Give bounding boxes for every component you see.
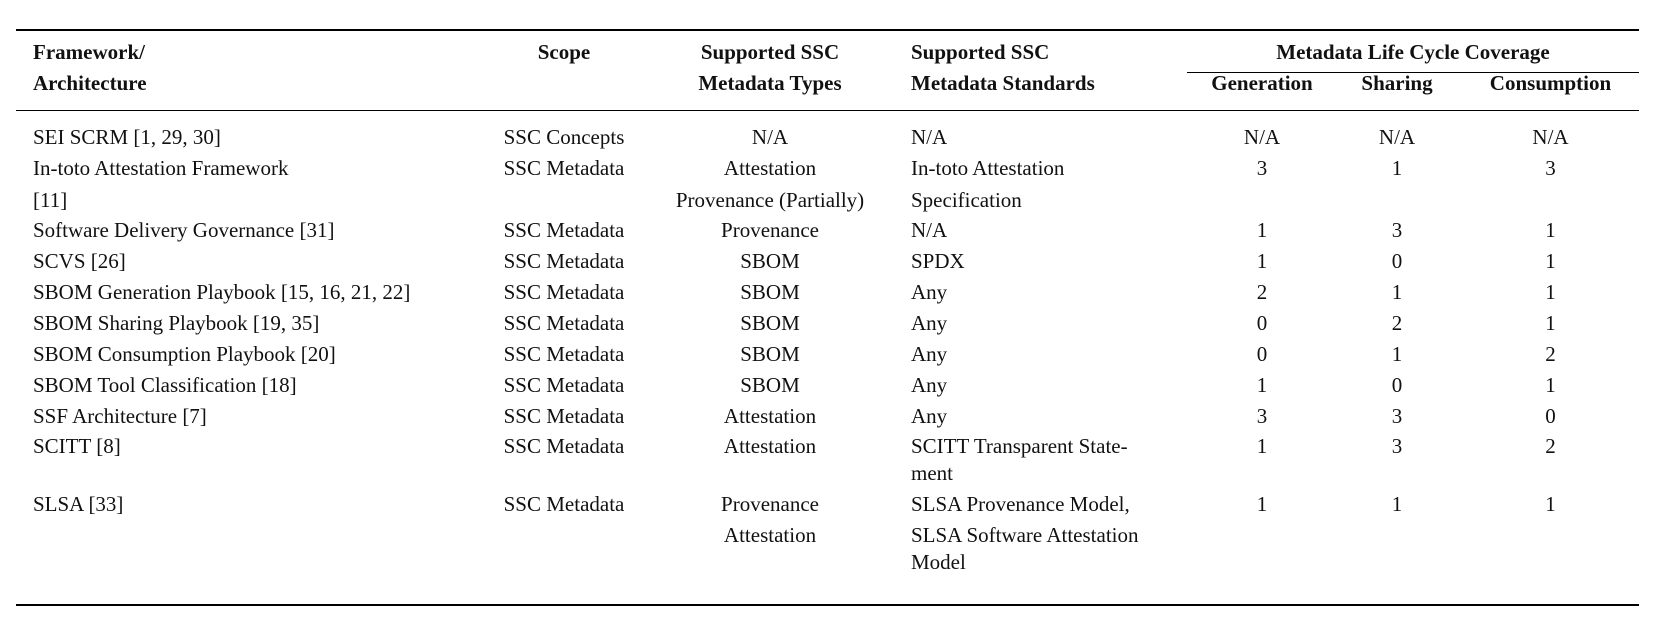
cell-scope: SSC Metadata xyxy=(503,342,625,366)
header-framework-line-1: Framework/ xyxy=(33,40,145,64)
cell-consumption: 2 xyxy=(1545,342,1556,366)
cell-standards: SLSA Provenance Model, xyxy=(911,492,1130,516)
bottom-rule xyxy=(16,604,1639,606)
cell-framework: SCITT [8] xyxy=(33,434,121,458)
cell-standards: N/A xyxy=(911,218,948,242)
cell-generation: N/A xyxy=(1243,125,1281,149)
cell-standards-cont: Specification xyxy=(911,188,1022,212)
cell-generation: 3 xyxy=(1256,404,1268,428)
header-sharing: Sharing xyxy=(1361,71,1433,95)
cell-framework-cont: [11] xyxy=(33,188,68,212)
cell-types: Provenance xyxy=(721,492,819,516)
cell-standards: SCITT Transparent State- xyxy=(911,434,1128,458)
cell-standards: SPDX xyxy=(911,249,965,273)
cell-types: SBOM xyxy=(740,311,800,335)
cell-types-cont: Provenance (Partially) xyxy=(675,188,865,212)
header-rule xyxy=(16,110,1639,112)
cell-sharing: 1 xyxy=(1391,492,1403,516)
cell-framework: Software Delivery Governance [31] xyxy=(33,218,335,242)
cell-framework: SEI SCRM [1, 29, 30] xyxy=(33,125,221,149)
cell-framework: SBOM Sharing Playbook [19, 35] xyxy=(33,311,320,335)
cell-generation: 1 xyxy=(1256,434,1268,458)
cell-sharing: 1 xyxy=(1391,342,1403,366)
cell-scope: SSC Concepts xyxy=(503,125,625,149)
cell-types-cont: Attestation xyxy=(723,523,817,547)
cell-framework: SBOM Consumption Playbook [20] xyxy=(33,342,336,366)
cell-consumption: N/A xyxy=(1532,125,1569,149)
cell-standards: Any xyxy=(911,373,948,397)
cell-consumption: 1 xyxy=(1545,280,1556,304)
header-metadata-types-line-1: Supported SSC xyxy=(700,40,840,64)
cell-scope: SSC Metadata xyxy=(503,218,625,242)
group-rule xyxy=(1187,72,1639,73)
cell-standards: Any xyxy=(911,342,948,366)
cell-consumption: 1 xyxy=(1545,492,1556,516)
cell-standards-cont: SLSA Software Attestation xyxy=(911,523,1139,547)
cell-framework: SCVS [26] xyxy=(33,249,126,273)
cell-standards: Any xyxy=(911,311,948,335)
cell-sharing: 0 xyxy=(1391,373,1403,397)
cell-consumption: 3 xyxy=(1545,156,1556,180)
cell-consumption: 1 xyxy=(1545,311,1556,335)
cell-framework: SSF Architecture [7] xyxy=(33,404,207,428)
cell-types: Attestation xyxy=(723,156,817,180)
cell-sharing: 2 xyxy=(1391,311,1403,335)
cell-sharing: 1 xyxy=(1391,156,1403,180)
cell-sharing: 3 xyxy=(1391,218,1403,242)
header-life-cycle-group: Metadata Life Cycle Coverage xyxy=(1276,40,1550,64)
cell-framework: SBOM Tool Classification [18] xyxy=(33,373,297,397)
cell-generation: 1 xyxy=(1256,373,1268,397)
cell-generation: 1 xyxy=(1256,249,1268,273)
cell-standards: Any xyxy=(911,280,948,304)
cell-generation: 0 xyxy=(1256,342,1268,366)
cell-consumption: 1 xyxy=(1545,373,1556,397)
cell-generation: 0 xyxy=(1256,311,1268,335)
cell-types: SBOM xyxy=(740,249,800,273)
cell-scope: SSC Metadata xyxy=(503,373,625,397)
cell-scope: SSC Metadata xyxy=(503,280,625,304)
header-consumption: Consumption xyxy=(1489,71,1612,95)
header-framework-line-2: Architecture xyxy=(33,71,147,95)
cell-sharing: 0 xyxy=(1391,249,1403,273)
cell-scope: SSC Metadata xyxy=(503,311,625,335)
cell-framework: SLSA [33] xyxy=(33,492,124,516)
cell-types: N/A xyxy=(751,125,789,149)
cell-consumption: 1 xyxy=(1545,249,1556,273)
cell-types: Attestation xyxy=(723,434,817,458)
cell-scope: SSC Metadata xyxy=(503,156,625,180)
cell-scope: SSC Metadata xyxy=(503,404,625,428)
cell-generation: 1 xyxy=(1256,218,1268,242)
cell-sharing: 1 xyxy=(1391,280,1403,304)
cell-standards-cont: ment xyxy=(911,461,953,485)
cell-generation: 2 xyxy=(1256,280,1268,304)
cell-scope: SSC Metadata xyxy=(503,492,625,516)
header-scope: Scope xyxy=(537,40,591,64)
cell-sharing: N/A xyxy=(1378,125,1416,149)
cell-scope: SSC Metadata xyxy=(503,434,625,458)
cell-consumption: 0 xyxy=(1545,404,1556,428)
cell-types: SBOM xyxy=(740,373,800,397)
header-generation: Generation xyxy=(1211,71,1313,95)
cell-scope: SSC Metadata xyxy=(503,249,625,273)
cell-standards-cont-2: Model xyxy=(911,550,966,574)
cell-framework: In-toto Attestation Framework xyxy=(33,156,289,180)
cell-standards: N/A xyxy=(911,125,948,149)
cell-generation: 1 xyxy=(1256,492,1268,516)
cell-types: SBOM xyxy=(740,342,800,366)
cell-generation: 3 xyxy=(1256,156,1268,180)
header-metadata-types-line-2: Metadata Types xyxy=(698,71,842,95)
cell-consumption: 1 xyxy=(1545,218,1556,242)
cell-types: SBOM xyxy=(740,280,800,304)
header-metadata-standards-line-2: Metadata Standards xyxy=(911,71,1095,95)
cell-framework: SBOM Generation Playbook [15, 16, 21, 22… xyxy=(33,280,411,304)
cell-sharing: 3 xyxy=(1391,404,1403,428)
header-metadata-standards-line-1: Supported SSC xyxy=(911,40,1050,64)
cell-standards: Any xyxy=(911,404,948,428)
cell-standards: In-toto Attestation xyxy=(911,156,1065,180)
cell-consumption: 2 xyxy=(1545,434,1556,458)
cell-types: Provenance xyxy=(721,218,819,242)
cell-types: Attestation xyxy=(723,404,817,428)
top-rule xyxy=(16,29,1639,31)
cell-sharing: 3 xyxy=(1391,434,1403,458)
